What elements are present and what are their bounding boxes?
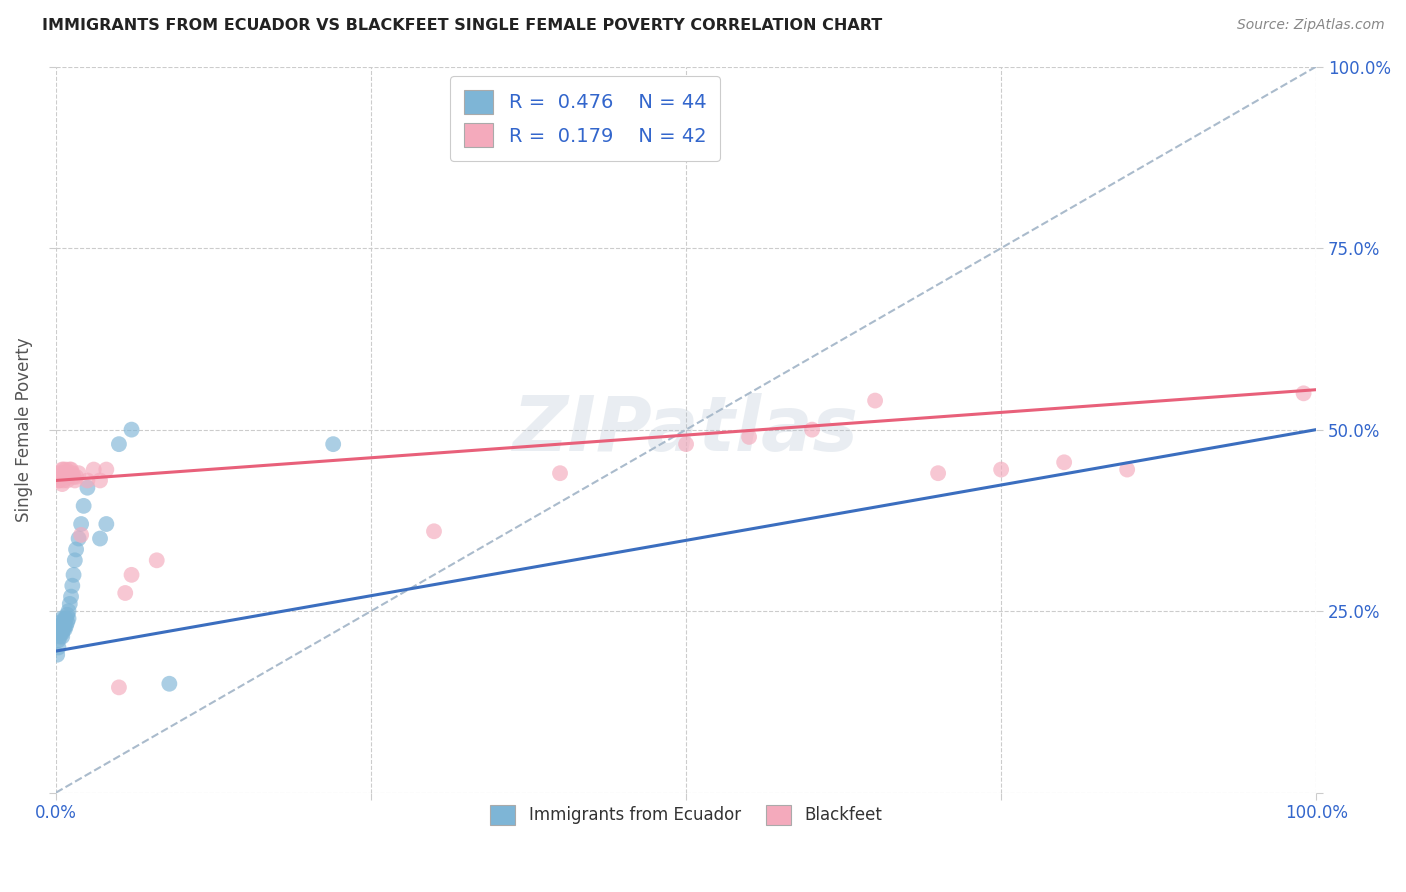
Point — [48, 618, 70, 632]
Point — [51, 462, 73, 476]
Point — [56, 607, 79, 622]
Point — [675, 437, 697, 451]
Point — [48, 640, 70, 655]
Point — [49, 622, 72, 636]
Point — [55, 462, 77, 476]
Point — [53, 618, 76, 632]
Point — [48, 626, 70, 640]
Point — [55, 618, 77, 632]
Point — [863, 393, 886, 408]
Point — [1053, 455, 1076, 469]
Point — [990, 462, 1012, 476]
Point — [49, 470, 72, 484]
Point — [51, 622, 73, 636]
Point — [49, 626, 72, 640]
Point — [52, 466, 75, 480]
Point — [60, 579, 83, 593]
Point — [53, 470, 76, 484]
Point — [62, 567, 84, 582]
Point — [96, 462, 118, 476]
Point — [48, 622, 70, 636]
Point — [67, 466, 90, 480]
Point — [53, 622, 76, 636]
Point — [76, 474, 98, 488]
Point — [49, 618, 72, 632]
Point — [65, 542, 87, 557]
Text: ZIPatlas: ZIPatlas — [513, 392, 859, 467]
Point — [55, 611, 77, 625]
Point — [1116, 462, 1139, 476]
Point — [52, 618, 75, 632]
Point — [53, 611, 76, 625]
Point — [60, 462, 83, 476]
Point — [59, 597, 82, 611]
Point — [46, 648, 69, 662]
Point — [58, 604, 80, 618]
Point — [60, 466, 83, 480]
Point — [48, 474, 70, 488]
Point — [62, 470, 84, 484]
Point — [58, 470, 80, 484]
Point — [56, 615, 79, 629]
Point — [70, 528, 93, 542]
Point — [51, 618, 73, 632]
Point — [108, 437, 131, 451]
Point — [67, 532, 90, 546]
Point — [76, 481, 98, 495]
Point — [801, 423, 824, 437]
Point — [1292, 386, 1315, 401]
Point — [48, 633, 70, 648]
Point — [63, 553, 86, 567]
Point — [55, 466, 77, 480]
Point — [48, 474, 70, 488]
Point — [121, 567, 143, 582]
Point — [49, 615, 72, 629]
Point — [423, 524, 446, 539]
Y-axis label: Single Female Poverty: Single Female Poverty — [15, 337, 32, 522]
Point — [48, 630, 70, 644]
Text: IMMIGRANTS FROM ECUADOR VS BLACKFEET SINGLE FEMALE POVERTY CORRELATION CHART: IMMIGRANTS FROM ECUADOR VS BLACKFEET SIN… — [42, 18, 883, 33]
Point — [58, 611, 80, 625]
Point — [121, 423, 143, 437]
Point — [72, 499, 94, 513]
Point — [52, 462, 75, 476]
Point — [738, 430, 761, 444]
Point — [51, 630, 73, 644]
Point — [51, 477, 73, 491]
Point — [51, 626, 73, 640]
Point — [51, 611, 73, 625]
Point — [70, 516, 93, 531]
Point — [108, 681, 131, 695]
Point — [52, 615, 75, 629]
Point — [83, 462, 105, 476]
Point — [927, 466, 949, 480]
Point — [48, 466, 70, 480]
Point — [114, 586, 136, 600]
Point — [63, 474, 86, 488]
Point — [60, 590, 83, 604]
Point — [89, 532, 111, 546]
Point — [322, 437, 344, 451]
Text: Source: ZipAtlas.com: Source: ZipAtlas.com — [1237, 18, 1385, 32]
Point — [59, 462, 82, 476]
Point — [52, 622, 75, 636]
Point — [157, 677, 180, 691]
Point — [52, 474, 75, 488]
Point — [548, 466, 571, 480]
Point — [56, 474, 79, 488]
Point — [145, 553, 167, 567]
Legend: Immigrants from Ecuador, Blackfeet: Immigrants from Ecuador, Blackfeet — [481, 795, 891, 835]
Point — [65, 470, 87, 484]
Point — [89, 474, 111, 488]
Point — [53, 466, 76, 480]
Point — [96, 516, 118, 531]
